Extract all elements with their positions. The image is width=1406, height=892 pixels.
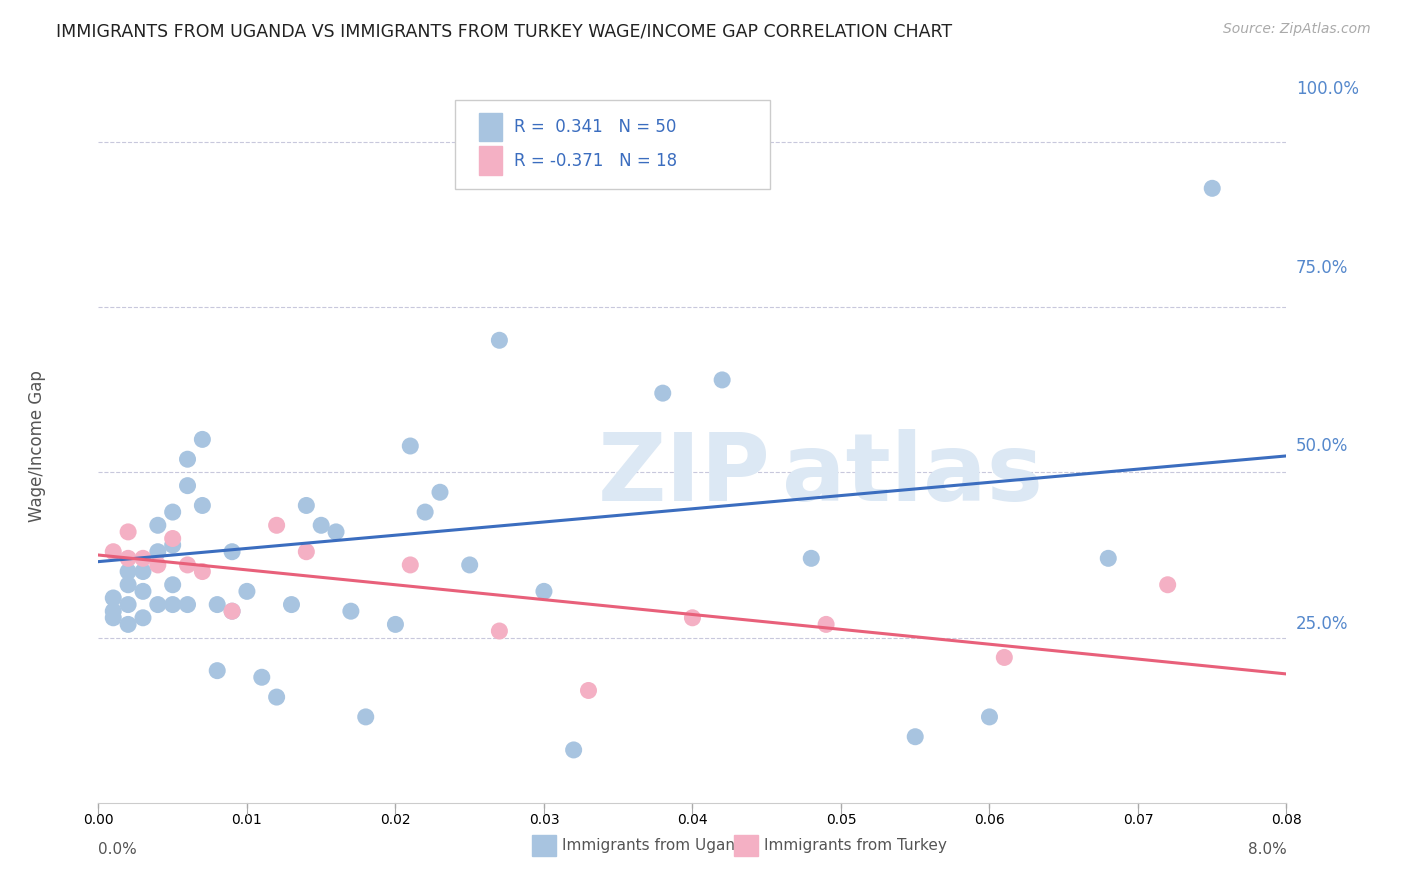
Text: 50.0%: 50.0% <box>1296 437 1348 455</box>
Point <box>117 617 139 632</box>
Bar <box>478 112 502 141</box>
Point <box>651 386 673 401</box>
Text: IMMIGRANTS FROM UGANDA VS IMMIGRANTS FROM TURKEY WAGE/INCOME GAP CORRELATION CHA: IMMIGRANTS FROM UGANDA VS IMMIGRANTS FRO… <box>56 22 952 40</box>
FancyBboxPatch shape <box>456 100 769 189</box>
Point <box>815 617 838 632</box>
Point <box>146 558 169 572</box>
Point <box>295 545 318 559</box>
Point <box>117 565 139 579</box>
Point <box>146 598 169 612</box>
Text: 25.0%: 25.0% <box>1296 615 1348 633</box>
Point <box>399 558 422 572</box>
Point <box>103 604 125 618</box>
Point <box>132 611 155 625</box>
Point <box>162 505 184 519</box>
Point <box>979 710 1001 724</box>
Point <box>117 551 139 566</box>
Point <box>117 524 139 539</box>
Point <box>221 604 243 618</box>
Point <box>399 439 422 453</box>
Point <box>117 598 139 612</box>
Text: 8.0%: 8.0% <box>1247 842 1286 857</box>
Point <box>146 518 169 533</box>
Point <box>207 664 229 678</box>
Point <box>250 670 273 684</box>
Point <box>103 611 125 625</box>
Point <box>266 518 288 533</box>
Bar <box>531 835 555 856</box>
Point <box>488 333 510 347</box>
Point <box>162 598 184 612</box>
Point <box>413 505 436 519</box>
Point <box>132 551 155 566</box>
Bar <box>478 146 502 175</box>
Point <box>162 538 184 552</box>
Point <box>800 551 823 566</box>
Point <box>993 650 1015 665</box>
Point <box>191 433 214 447</box>
Text: Wage/Income Gap: Wage/Income Gap <box>28 370 45 522</box>
Point <box>562 743 585 757</box>
Point <box>1201 181 1223 195</box>
Point <box>384 617 406 632</box>
Text: atlas: atlas <box>782 428 1043 521</box>
Point <box>176 478 198 492</box>
Text: 75.0%: 75.0% <box>1296 259 1348 277</box>
Text: R = -0.371   N = 18: R = -0.371 N = 18 <box>515 152 678 169</box>
Text: Source: ZipAtlas.com: Source: ZipAtlas.com <box>1223 22 1371 37</box>
Point <box>132 565 155 579</box>
Point <box>488 624 510 638</box>
Point <box>132 584 155 599</box>
Text: ZIP: ZIP <box>598 428 770 521</box>
Point <box>176 452 198 467</box>
Point <box>117 578 139 592</box>
Point <box>176 598 198 612</box>
Point <box>458 558 481 572</box>
Point <box>221 545 243 559</box>
Point <box>162 578 184 592</box>
Point <box>904 730 927 744</box>
Point <box>578 683 600 698</box>
Point <box>146 545 169 559</box>
Point <box>191 499 214 513</box>
Point <box>236 584 259 599</box>
Point <box>103 591 125 605</box>
Point <box>1156 578 1178 592</box>
Text: Immigrants from Uganda: Immigrants from Uganda <box>562 838 754 853</box>
Point <box>681 611 703 625</box>
Point <box>340 604 363 618</box>
Text: 0.0%: 0.0% <box>98 842 138 857</box>
Point <box>162 532 184 546</box>
Point <box>176 558 198 572</box>
Text: Immigrants from Turkey: Immigrants from Turkey <box>763 838 946 853</box>
Point <box>266 690 288 704</box>
Point <box>325 524 347 539</box>
Point <box>354 710 377 724</box>
Point <box>429 485 451 500</box>
Point <box>309 518 332 533</box>
Text: R =  0.341   N = 50: R = 0.341 N = 50 <box>515 118 676 136</box>
Point <box>533 584 555 599</box>
Point <box>280 598 302 612</box>
Text: 100.0%: 100.0% <box>1296 80 1360 98</box>
Point <box>221 604 243 618</box>
Point <box>1097 551 1119 566</box>
Point <box>191 565 214 579</box>
Point <box>711 373 734 387</box>
Point <box>295 499 318 513</box>
Point <box>207 598 229 612</box>
Point <box>103 545 125 559</box>
Bar <box>734 835 758 856</box>
